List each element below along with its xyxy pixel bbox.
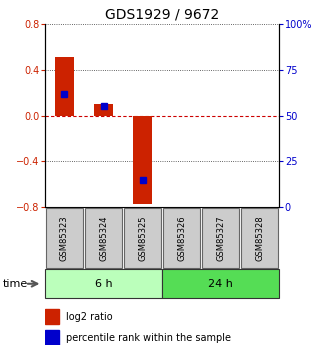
Text: GSM85323: GSM85323 bbox=[60, 215, 69, 261]
Bar bbox=[45, 330, 59, 345]
Bar bbox=[45, 269, 162, 298]
Text: GSM85324: GSM85324 bbox=[99, 215, 108, 261]
Text: GSM85327: GSM85327 bbox=[216, 215, 225, 261]
Bar bbox=[202, 208, 239, 268]
Bar bbox=[162, 269, 279, 298]
Bar bbox=[163, 208, 200, 268]
Text: GSM85328: GSM85328 bbox=[255, 215, 264, 261]
Text: log2 ratio: log2 ratio bbox=[66, 312, 113, 322]
Bar bbox=[133, 116, 152, 204]
Text: time: time bbox=[3, 279, 29, 289]
Bar bbox=[85, 208, 122, 268]
Bar bbox=[241, 208, 279, 268]
Text: 6 h: 6 h bbox=[95, 279, 112, 289]
Bar bbox=[46, 208, 83, 268]
Text: 24 h: 24 h bbox=[208, 279, 233, 289]
Text: GSM85325: GSM85325 bbox=[138, 215, 147, 261]
Text: percentile rank within the sample: percentile rank within the sample bbox=[66, 333, 231, 343]
Title: GDS1929 / 9672: GDS1929 / 9672 bbox=[105, 8, 219, 22]
Bar bbox=[94, 104, 113, 116]
Bar bbox=[55, 57, 74, 116]
Bar bbox=[45, 309, 59, 324]
Bar bbox=[124, 208, 161, 268]
Text: GSM85326: GSM85326 bbox=[177, 215, 186, 261]
